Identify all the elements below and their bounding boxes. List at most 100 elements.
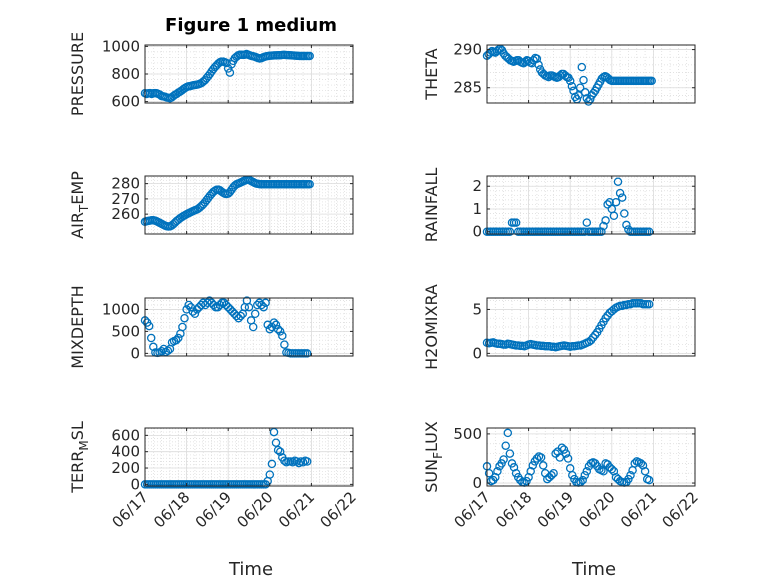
axes-box [144,427,354,487]
axes-box [144,297,354,357]
y-tick-label: 0 [472,344,482,362]
y-tick-label: 5 [472,300,482,318]
y-tick-label: 260 [111,205,140,223]
data-point [267,459,277,469]
data-point [599,467,608,476]
data-point [190,309,200,319]
data-point [255,298,264,308]
data-point [178,322,187,332]
data-point [511,218,521,227]
data-point [305,179,314,189]
data-point [638,461,648,470]
data-point [501,441,510,450]
y-tick-label: 500 [111,322,140,340]
data-point [511,468,521,478]
y-axis-label-sun_flux: SUNFLUX [422,421,445,493]
data-point [584,337,594,347]
y-tick-label: 200 [111,459,140,477]
axes-box [144,175,354,235]
data-point [491,472,500,482]
figure-title: Figure 1 medium [165,15,337,36]
data-point [582,467,592,476]
panel-theta: 285 290 THETA [422,41,696,106]
panel-pressure: 600 800 1000 PRESSURE [68,32,354,116]
data-point [265,470,275,479]
data-point [577,62,587,72]
data-point [580,227,590,236]
y-tick-label: 400 [111,443,140,461]
data-point [579,75,588,85]
panel-h2omixra: 0 5 H2OMIXRA [422,284,696,370]
data-point [557,443,567,452]
data-point [244,302,254,312]
data-point [221,300,231,310]
data-point [288,458,297,467]
data-point [549,468,558,478]
axes-box [486,427,696,487]
y-tick-label: 1000 [102,37,140,55]
data-point [524,472,533,482]
data-point [536,453,546,462]
data-point [578,475,587,485]
data-point [644,299,654,309]
y-axis-label-mixdepth: MIXDEPTH [68,285,87,368]
data-point [273,445,283,455]
data-point [597,227,606,236]
data-point [259,302,268,312]
data-point [538,461,548,470]
panel-mixdepth: 0 500 1000 MIXDEPTH [68,285,354,369]
data-point [611,197,621,207]
data-point [149,342,158,352]
data-point [615,188,625,198]
data-point [555,453,565,462]
data-point [622,220,631,230]
data-point [302,457,312,466]
data-point [144,321,154,331]
data-point [509,463,519,472]
data-point [565,76,575,86]
data-point [603,200,612,209]
data-point [601,313,610,323]
data-point [180,313,189,323]
data-point [569,86,578,96]
y-tick-label: 2 [472,177,482,195]
y-axis-label-h2omixra: H2OMIXRA [422,284,441,370]
data-point [599,221,608,231]
data-point [271,438,281,447]
data-point [630,459,639,468]
data-point [171,335,181,345]
y-tick-label: 0 [130,344,140,362]
data-point [257,300,266,310]
y-tick-label: 270 [111,190,140,208]
data-point [607,465,617,474]
y-tick-label: 280 [111,175,140,193]
data-point [503,428,513,438]
data-point [261,298,270,308]
data-point [559,445,569,454]
y-tick-label: 0 [472,474,482,492]
y-axis-label-theta: THETA [422,48,441,100]
data-point [188,307,198,316]
data-point [302,349,312,358]
data-point [580,88,590,97]
data-point [640,467,650,476]
axes-box [486,44,696,104]
y-tick-label: 500 [453,425,482,443]
data-point [223,302,233,312]
data-point [192,305,202,314]
data-point [636,459,646,468]
data-point [493,467,502,476]
data-point [269,318,279,327]
data-point [575,83,585,92]
panel-rainfall: 0 1 2 RAINFALL [422,168,696,242]
y-tick-label: 285 [453,79,482,97]
data-point [528,461,538,470]
x-axis-label-right: Time [571,559,616,580]
data-point [250,309,260,319]
data-point [271,320,281,330]
y-tick-label: 1 [472,200,482,218]
data-point [157,346,166,356]
data-point [613,177,623,186]
y-axis-label-air_temp: AIRTEMP [68,171,91,239]
data-point [609,211,619,221]
